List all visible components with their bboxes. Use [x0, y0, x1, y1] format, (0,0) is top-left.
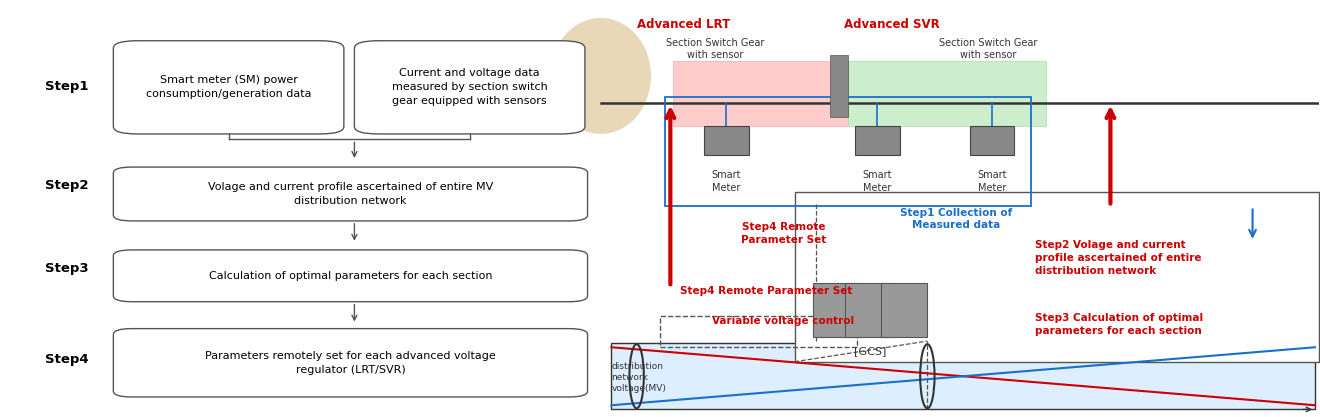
Text: Section Switch Gear
with sensor: Section Switch Gear with sensor [940, 38, 1038, 60]
Text: Volage and current profile ascertained of entire MV
distribution network: Volage and current profile ascertained o… [207, 182, 494, 206]
Text: Smart
Meter: Smart Meter [977, 171, 1007, 193]
Text: Smart
Meter: Smart Meter [862, 171, 892, 193]
Text: Section Switch Gear
with sensor: Section Switch Gear with sensor [667, 38, 764, 60]
Text: Smart meter (SM) power
consumption/generation data: Smart meter (SM) power consumption/gener… [145, 75, 312, 99]
Text: Step3 Calculation of optimal
parameters for each section: Step3 Calculation of optimal parameters … [1035, 313, 1203, 336]
Text: Step4: Step4 [45, 353, 88, 366]
Text: Step1: Step1 [45, 80, 88, 93]
Bar [880, 283, 927, 337]
FancyBboxPatch shape [114, 41, 345, 134]
Text: Smart
Meter: Smart Meter [711, 171, 741, 193]
Bar [611, 343, 1315, 409]
FancyBboxPatch shape [114, 167, 587, 221]
Bar [665, 97, 1031, 206]
Text: Calculation of optimal parameters for each section: Calculation of optimal parameters for ea… [209, 271, 492, 281]
Text: Current and voltage data
measured by section switch
gear equipped with sensors: Current and voltage data measured by sec… [392, 68, 548, 106]
Text: Step2 Volage and current
profile ascertained of entire
distribution network: Step2 Volage and current profile ascerta… [1035, 240, 1201, 276]
FancyBboxPatch shape [114, 250, 587, 302]
Bar [970, 126, 1014, 155]
Bar [845, 283, 891, 337]
Bar [830, 55, 849, 117]
Text: Step2: Step2 [45, 179, 88, 192]
Bar [849, 61, 1045, 126]
Bar [704, 126, 748, 155]
Ellipse shape [550, 18, 651, 134]
Bar [660, 316, 857, 347]
Text: Advanced SVR: Advanced SVR [843, 18, 940, 31]
Text: Advanced LRT: Advanced LRT [636, 18, 730, 31]
Bar [672, 61, 849, 126]
Bar [855, 126, 899, 155]
Text: Parameters remotely set for each advanced voltage
regulator (LRT/SVR): Parameters remotely set for each advance… [205, 351, 496, 375]
FancyBboxPatch shape [354, 41, 585, 134]
Bar [813, 283, 858, 337]
FancyBboxPatch shape [114, 329, 587, 397]
Text: Step4 Remote
Parameter Set: Step4 Remote Parameter Set [741, 222, 826, 244]
Text: Step1 Collection of
Measured data: Step1 Collection of Measured data [900, 208, 1012, 230]
Text: distribution
network
voltage(MV): distribution network voltage(MV) [611, 362, 667, 393]
Text: [GCS]: [GCS] [854, 347, 886, 357]
Bar [795, 192, 1319, 362]
Text: Variable voltage control: Variable voltage control [711, 316, 854, 326]
Text: Step4 Remote Parameter Set: Step4 Remote Parameter Set [680, 286, 853, 296]
Text: Step3: Step3 [45, 262, 88, 275]
